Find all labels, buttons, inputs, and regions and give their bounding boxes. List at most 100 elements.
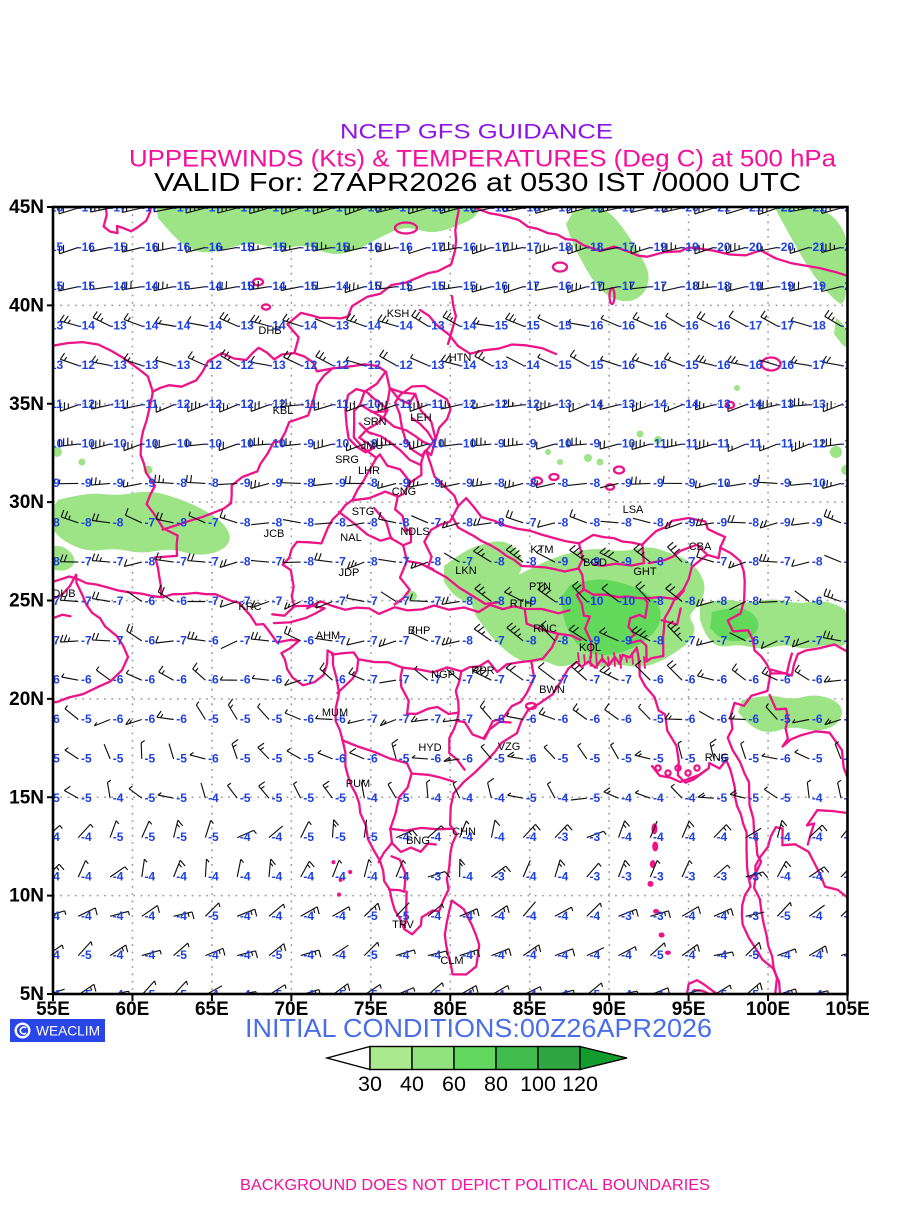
svg-text:-4: -4	[399, 870, 410, 884]
svg-text:-20: -20	[681, 201, 699, 215]
svg-text:-5: -5	[81, 791, 92, 805]
svg-text:-6: -6	[812, 594, 823, 608]
svg-text:RTH: RTH	[510, 598, 532, 610]
svg-text:-14: -14	[141, 279, 159, 293]
svg-text:-3: -3	[494, 870, 505, 884]
svg-text:-16: -16	[650, 319, 668, 333]
svg-text:-6: -6	[272, 673, 283, 687]
svg-text:-5: -5	[144, 830, 155, 844]
svg-text:-17: -17	[173, 201, 191, 215]
svg-text:-12: -12	[491, 397, 509, 411]
svg-text:-5: -5	[176, 830, 187, 844]
svg-text:-16: -16	[173, 240, 191, 254]
svg-text:-10: -10	[109, 437, 127, 451]
svg-text:-5: -5	[367, 909, 378, 923]
svg-text:-10: -10	[46, 437, 64, 451]
svg-text:35N: 35N	[9, 394, 44, 415]
svg-text:-20: -20	[713, 240, 731, 254]
svg-text:-5: -5	[81, 948, 92, 962]
svg-text:-15: -15	[300, 240, 318, 254]
svg-text:-7: -7	[113, 555, 124, 569]
svg-text:-8: -8	[558, 633, 569, 647]
svg-text:-4: -4	[494, 830, 505, 844]
svg-text:-8: -8	[462, 515, 473, 529]
svg-text:LKN: LKN	[455, 565, 476, 577]
svg-text:VZG: VZG	[498, 741, 521, 753]
svg-text:-10: -10	[78, 437, 96, 451]
svg-text:-4: -4	[526, 988, 537, 1002]
svg-text:-4: -4	[589, 948, 600, 962]
svg-text:-5: -5	[335, 791, 346, 805]
svg-text:-5: -5	[272, 791, 283, 805]
svg-text:-16: -16	[745, 358, 763, 372]
svg-text:-4: -4	[685, 948, 696, 962]
svg-text:5N: 5N	[20, 984, 44, 1005]
svg-text:-3: -3	[589, 830, 600, 844]
svg-text:-11: -11	[110, 397, 127, 411]
svg-text:-12: -12	[78, 397, 96, 411]
svg-text:-4: -4	[49, 830, 60, 844]
svg-text:-9: -9	[272, 476, 283, 490]
svg-text:BHP: BHP	[408, 625, 431, 637]
svg-text:-5: -5	[81, 751, 92, 765]
svg-text:-18: -18	[459, 201, 477, 215]
svg-text:-16: -16	[650, 358, 668, 372]
svg-text:-8: -8	[144, 555, 155, 569]
svg-text:-9: -9	[240, 476, 251, 490]
svg-text:-7: -7	[526, 515, 537, 529]
svg-text:-9: -9	[462, 476, 473, 490]
svg-text:-3: -3	[653, 870, 664, 884]
svg-text:-18: -18	[809, 319, 827, 333]
svg-text:-8: -8	[558, 515, 569, 529]
svg-text:105E: 105E	[825, 999, 869, 1020]
svg-text:-8: -8	[240, 515, 251, 529]
svg-text:-4: -4	[812, 791, 823, 805]
svg-text:-17: -17	[141, 201, 159, 215]
svg-text:-5: -5	[272, 751, 283, 765]
svg-text:60E: 60E	[116, 999, 150, 1020]
svg-text:-12: -12	[173, 397, 191, 411]
svg-text:-8: -8	[176, 476, 187, 490]
svg-text:10N: 10N	[9, 886, 44, 907]
svg-text:-4: -4	[494, 909, 505, 923]
svg-text:-15: -15	[46, 279, 64, 293]
svg-text:-4: -4	[399, 988, 410, 1002]
svg-text:-4: -4	[208, 791, 219, 805]
svg-text:-11: -11	[141, 397, 158, 411]
svg-text:-7: -7	[399, 555, 410, 569]
svg-text:-8: -8	[589, 476, 600, 490]
svg-text:-4: -4	[462, 870, 473, 884]
svg-text:-14: -14	[459, 358, 477, 372]
svg-text:-5: -5	[176, 948, 187, 962]
svg-text:-17: -17	[618, 240, 636, 254]
svg-text:-10: -10	[237, 437, 255, 451]
svg-text:-10: -10	[205, 437, 223, 451]
svg-text:-7: -7	[685, 555, 696, 569]
svg-text:-4: -4	[81, 870, 92, 884]
svg-text:-3: -3	[717, 870, 728, 884]
svg-text:-8: -8	[81, 515, 92, 529]
svg-text:-9: -9	[526, 437, 537, 451]
svg-text:-9: -9	[717, 515, 728, 529]
svg-text:-5: -5	[399, 751, 410, 765]
svg-text:-8: -8	[653, 633, 664, 647]
svg-text:-5: -5	[653, 751, 664, 765]
svg-text:-4: -4	[431, 948, 442, 962]
svg-text:-12: -12	[78, 358, 96, 372]
svg-text:NAL: NAL	[340, 532, 361, 544]
svg-text:-8: -8	[208, 476, 219, 490]
svg-text:-12: -12	[237, 358, 255, 372]
svg-text:-8: -8	[303, 594, 314, 608]
svg-text:-16: -16	[681, 319, 699, 333]
svg-text:-4: -4	[240, 870, 251, 884]
svg-text:-4: -4	[844, 791, 855, 805]
svg-text:-7: -7	[526, 673, 537, 687]
svg-text:-9: -9	[780, 515, 791, 529]
svg-text:-4: -4	[558, 948, 569, 962]
svg-text:-7: -7	[367, 673, 378, 687]
svg-text:-15: -15	[523, 319, 541, 333]
svg-text:-20: -20	[745, 240, 763, 254]
svg-text:-16: -16	[78, 240, 96, 254]
svg-text:-13: -13	[777, 397, 795, 411]
svg-text:-5: -5	[431, 988, 442, 1002]
